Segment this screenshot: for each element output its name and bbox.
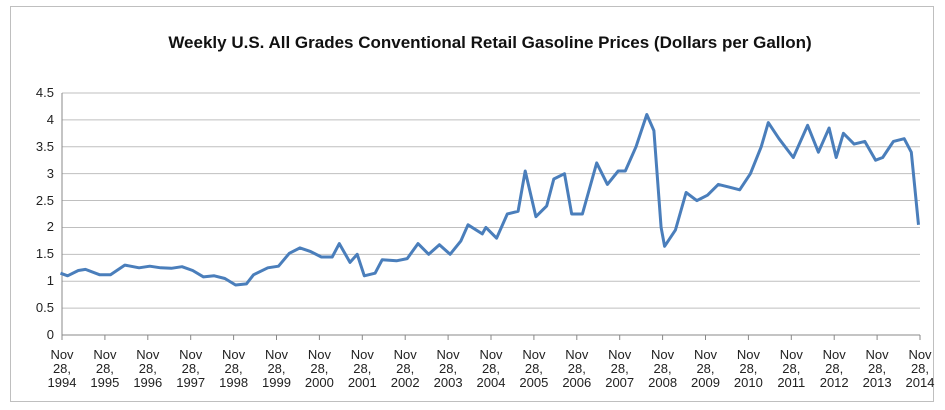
x-tick-label: Nov 28, 2009 [691,347,720,390]
x-tick-label: Nov 28, 2004 [476,347,506,390]
x-tick-label: Nov 28, 2003 [433,347,463,390]
x-tick-label: Nov 28, 1999 [262,347,291,390]
x-tick-label: Nov 28, 2010 [733,347,763,390]
chart-frame [10,6,934,402]
chart-title: Weekly U.S. All Grades Conventional Reta… [168,33,812,52]
x-tick-label: Nov 28, 2012 [819,347,849,390]
x-tick-label: Nov 28, 1995 [90,347,120,390]
x-tick-label: Nov 28, 2002 [390,347,420,390]
y-tick-label: 1.5 [35,246,54,262]
x-tick-label: Nov 28, 2013 [862,347,892,390]
y-tick-label: 3.5 [35,138,54,154]
x-tick-label: Nov 28, 2011 [777,347,806,390]
x-tick-label: Nov 28, 1998 [219,347,249,390]
x-tick-label: Nov 28, 2008 [648,347,678,390]
x-tick-label: Nov 28, 2014 [905,347,935,390]
y-tick-label: 2 [46,219,54,235]
y-tick-label: 0 [46,327,54,342]
y-tick-label: 0.5 [35,300,54,316]
y-tick-label: 4.5 [35,85,54,100]
x-tick-label: Nov 28, 2006 [562,347,592,390]
y-tick-label: 2.5 [35,192,54,208]
x-tick-label: Nov 28, 2001 [347,347,377,390]
y-tick-label: 3 [46,165,54,181]
x-tick-label: Nov 28, 1994 [47,347,77,390]
x-tick-label: Nov 28, 2000 [304,347,334,390]
y-tick-label: 1 [46,273,54,289]
x-tick-label: Nov 28, 1996 [133,347,163,390]
y-tick-label: 4 [46,111,54,127]
line-series [59,113,920,287]
x-tick-label: Nov 28, 2005 [519,347,549,390]
x-tick-label: Nov 28, 2007 [605,347,635,390]
x-tick-label: Nov 28, 1997 [176,347,206,390]
